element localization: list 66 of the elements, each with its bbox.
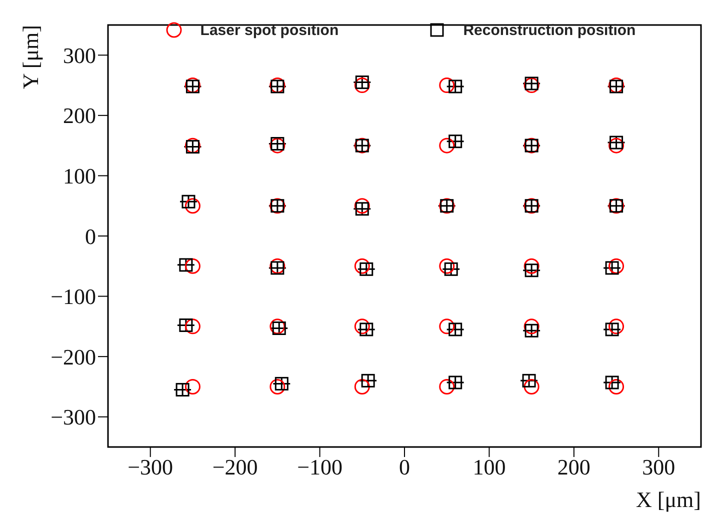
legend-label: Reconstruction position [463, 22, 636, 38]
point [274, 376, 288, 390]
point [448, 80, 462, 94]
point [524, 378, 540, 394]
x-tick-label: −100 [297, 454, 342, 480]
point [179, 318, 193, 332]
x-axis-title: X [μm] [636, 487, 701, 512]
point [439, 78, 455, 94]
point [355, 76, 369, 90]
point [610, 136, 624, 150]
point [354, 258, 370, 274]
point [184, 318, 200, 334]
point [184, 378, 200, 394]
point [354, 318, 370, 334]
point [444, 262, 458, 276]
point [524, 318, 540, 334]
y-tick-label: 100 [63, 164, 96, 189]
y-tick-label: −300 [50, 404, 96, 430]
point [524, 76, 538, 90]
point [608, 318, 624, 334]
point [270, 378, 286, 394]
legend-label: Laser spot position [200, 22, 339, 38]
y-tick-label: 200 [63, 103, 96, 128]
point [182, 194, 196, 208]
y-tick-label: 300 [63, 42, 96, 68]
point [448, 322, 462, 336]
x-tick-label: 100 [472, 454, 506, 480]
point [270, 258, 286, 274]
x-tick-label: −300 [128, 454, 174, 480]
point [448, 134, 462, 148]
point [270, 261, 284, 275]
point [605, 261, 619, 275]
point [361, 374, 375, 388]
y-tick-label: −200 [50, 344, 96, 370]
point [179, 258, 193, 272]
point [176, 382, 190, 396]
point [608, 258, 624, 274]
point [608, 138, 624, 154]
point [439, 378, 455, 394]
point [605, 322, 619, 336]
y-axis-title: Y [μm] [18, 25, 43, 90]
point [605, 376, 619, 390]
point [355, 202, 369, 216]
point [354, 378, 370, 394]
point [360, 262, 374, 276]
point [448, 376, 462, 390]
point [524, 264, 538, 278]
y-tick-label: −100 [50, 284, 96, 310]
point [354, 198, 370, 214]
point [184, 258, 200, 274]
point [524, 78, 540, 94]
point [522, 374, 536, 388]
point [360, 322, 374, 336]
x-tick-label: −200 [212, 454, 258, 480]
x-tick-label: 300 [642, 454, 676, 480]
point [524, 258, 540, 274]
x-tick-label: 0 [399, 454, 410, 480]
y-tick-label: 0 [85, 224, 96, 249]
point [524, 324, 538, 338]
point [354, 78, 370, 94]
point [608, 378, 624, 394]
point [439, 258, 455, 274]
point [439, 138, 455, 154]
x-tick-label: 200 [557, 454, 590, 480]
point [439, 318, 455, 334]
point [184, 198, 200, 214]
